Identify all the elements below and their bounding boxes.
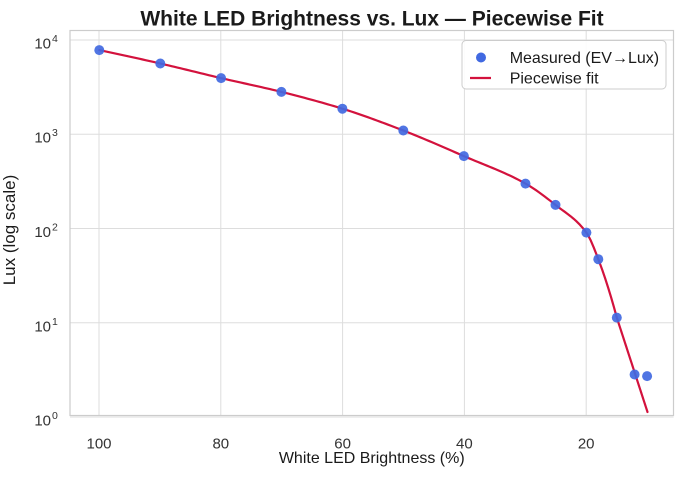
svg-text:100: 100 [86,436,111,453]
svg-text:0: 0 [52,410,58,422]
svg-text:10: 10 [34,318,51,335]
svg-text:80: 80 [212,436,229,453]
svg-text:10: 10 [34,413,51,430]
svg-text:4: 4 [52,33,58,45]
svg-text:10: 10 [34,224,51,241]
svg-text:White LED Brightness (%): White LED Brightness (%) [279,450,465,467]
svg-text:3: 3 [52,127,58,139]
svg-text:1: 1 [52,316,58,328]
svg-text:10: 10 [34,36,51,53]
svg-text:Lux (log scale): Lux (log scale) [0,175,19,286]
svg-text:Piecewise fit: Piecewise fit [510,71,599,88]
svg-text:2: 2 [52,222,58,234]
svg-text:20: 20 [578,436,595,453]
svg-text:10: 10 [34,130,51,147]
svg-text:Measured (EV→Lux): Measured (EV→Lux) [510,50,659,67]
svg-text:White LED Brightness vs. Lux —: White LED Brightness vs. Lux — Piecewise… [140,8,603,31]
